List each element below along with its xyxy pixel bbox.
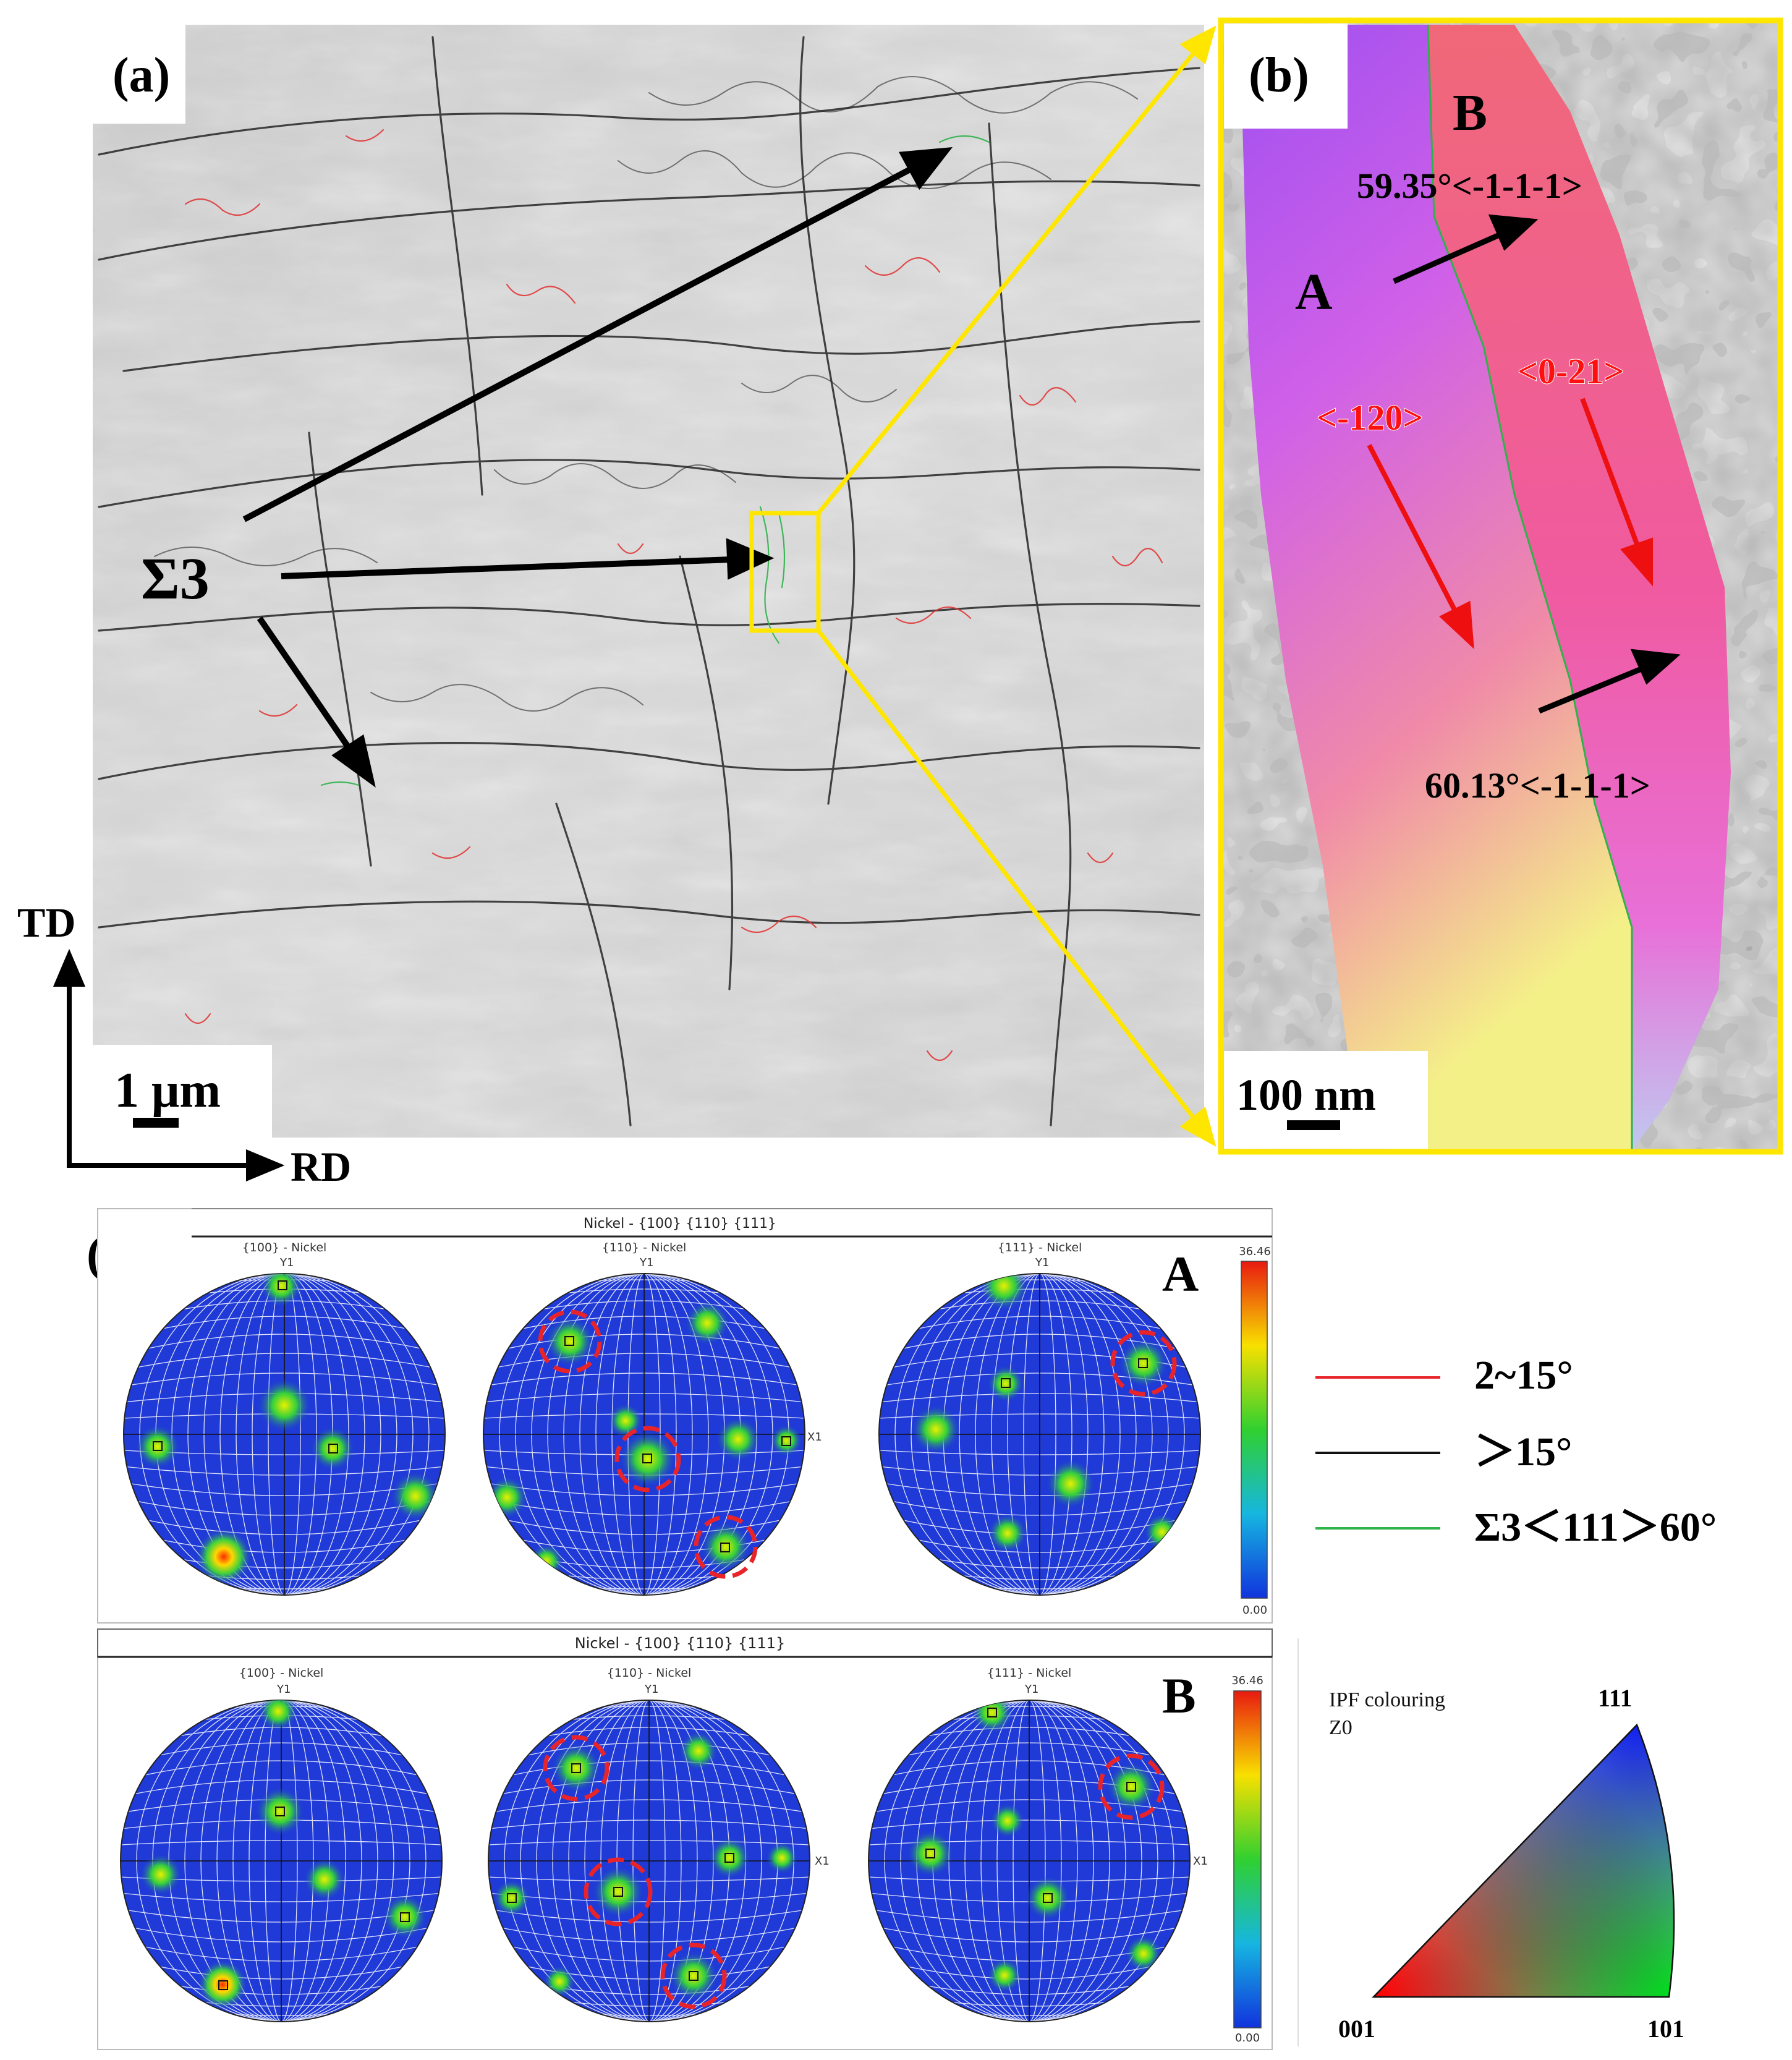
pole-figure-row-b: Nickel - {100} {110} {111} B {100} - Nic… [97,1628,1273,2050]
grain-boundaries [98,36,1200,1126]
pf-axis-y: Y1 [1035,1256,1049,1269]
pf-subtitle: {110} - Nickel [602,1241,687,1254]
colorbar-b [1233,1690,1262,2028]
pole-figure-b-100: {100} - Nickel Y1 [121,1666,442,2022]
twin-boundary [1427,24,1633,1150]
row-a-header: Nickel - {100} {110} {111} [584,1216,776,1232]
scale-bar-a [133,1118,179,1128]
pf-axis-x: X1 [807,1431,822,1444]
zoom-connector-lines [817,25,1217,1147]
pf-axis-y: Y1 [276,1683,291,1696]
pf-subtitle: {111} - Nickel [987,1666,1072,1680]
panel-b: (b) B A 59.35°<-1-1-1> 60.13°<-1-1-1> <-… [1218,17,1783,1155]
sigma3-label: Σ3 [141,545,210,611]
ipf-triangle [1374,1725,1675,1997]
row-a-id: A [1162,1246,1199,1302]
pf-subtitle: {110} - Nickel [607,1666,692,1680]
row-b-header: Nickel - {100} {110} {111} [575,1635,786,1652]
scale-bar-a-label: 1 μm [114,1063,221,1118]
pf-axis-y: Y1 [1024,1683,1038,1696]
misorientation-top: 59.35°<-1-1-1> [1357,166,1582,206]
ipf-corner-101: 101 [1647,2015,1684,2043]
zoom-region-box [749,511,821,633]
colorbar-a-max: 36.46 [1239,1245,1271,1258]
pf-axis-y: Y1 [644,1683,658,1696]
legend-label-sigma3: Σ3＜111＞60° [1474,1505,1717,1550]
panel-a-label: (a) [113,48,170,103]
legend-label-high-angle: ＞15° [1474,1429,1572,1475]
highlight-circles [538,1309,758,1579]
pole-figure-b-111: {111} - Nickel Y1 X1 [868,1666,1208,2022]
grain-b-region [1428,25,1731,1150]
pf-subtitle: {100} - Nickel [239,1666,324,1680]
ipf-subtitle: Z0 [1329,1716,1352,1739]
pf-axis-x: X1 [815,1855,830,1868]
scale-bar-b-label: 100 nm [1236,1070,1376,1120]
pole-figure-a-111: {111} - Nickel Y1 [879,1241,1200,1595]
td-rd-axes [53,948,285,1181]
pf-axis-y: Y1 [639,1256,653,1269]
panel-a: (a) Σ3 1 μm TD RD [17,25,1204,1190]
legend-label-low-angle: 2~15° [1474,1353,1573,1398]
pf-axis-y: Y1 [279,1256,294,1269]
pf-subtitle: {111} - Nickel [998,1241,1082,1254]
row-b-id: B [1162,1667,1196,1724]
sigma3-arrows [242,147,953,788]
grain-b-label: B [1453,84,1487,142]
panel-c: (c) Nickel - {100} {110} {111} A {100} -… [87,1208,1273,2050]
scale-bar-b [1287,1120,1340,1130]
pole-figure-row-a: Nickel - {100} {110} {111} A {100} - Nic… [97,1208,1273,1624]
td-axis-label: TD [17,899,75,946]
direction-left-label: <-120> [1317,398,1423,438]
pole-figure-b-110: {110} - Nickel Y1 X1 [488,1666,830,2022]
colorbar-a [1241,1261,1268,1599]
ipf-corner-111: 111 [1598,1684,1633,1712]
pf-axis-x: X1 [1193,1855,1208,1868]
misorientation-arrows [1393,214,1681,714]
ipf-corner-001: 001 [1338,2015,1375,2043]
rd-axis-label: RD [291,1143,351,1190]
misorientation-bottom: 60.13°<-1-1-1> [1425,765,1650,806]
panel-b-label: (b) [1249,48,1309,103]
boundary-legend: 2~15° ＞15° Σ3＜111＞60° [1315,1353,1717,1550]
pole-figure-a-110: {110} - Nickel Y1 X1 [483,1241,822,1595]
colorbar-b-min: 0.00 [1235,2032,1260,2045]
grain-a-label: A [1295,263,1333,321]
direction-arrows [1367,398,1653,649]
direction-right-label: <0-21> [1518,351,1624,391]
grain-a-region [1242,25,1632,1150]
colorbar-a-min: 0.00 [1242,1604,1267,1617]
ipf-key: IPF colouring Z0 001 101 111 [1297,1638,1684,2046]
ipf-title: IPF colouring [1329,1688,1445,1711]
pf-subtitle: {100} - Nickel [242,1241,327,1254]
colorbar-b-max: 36.46 [1231,1674,1263,1687]
